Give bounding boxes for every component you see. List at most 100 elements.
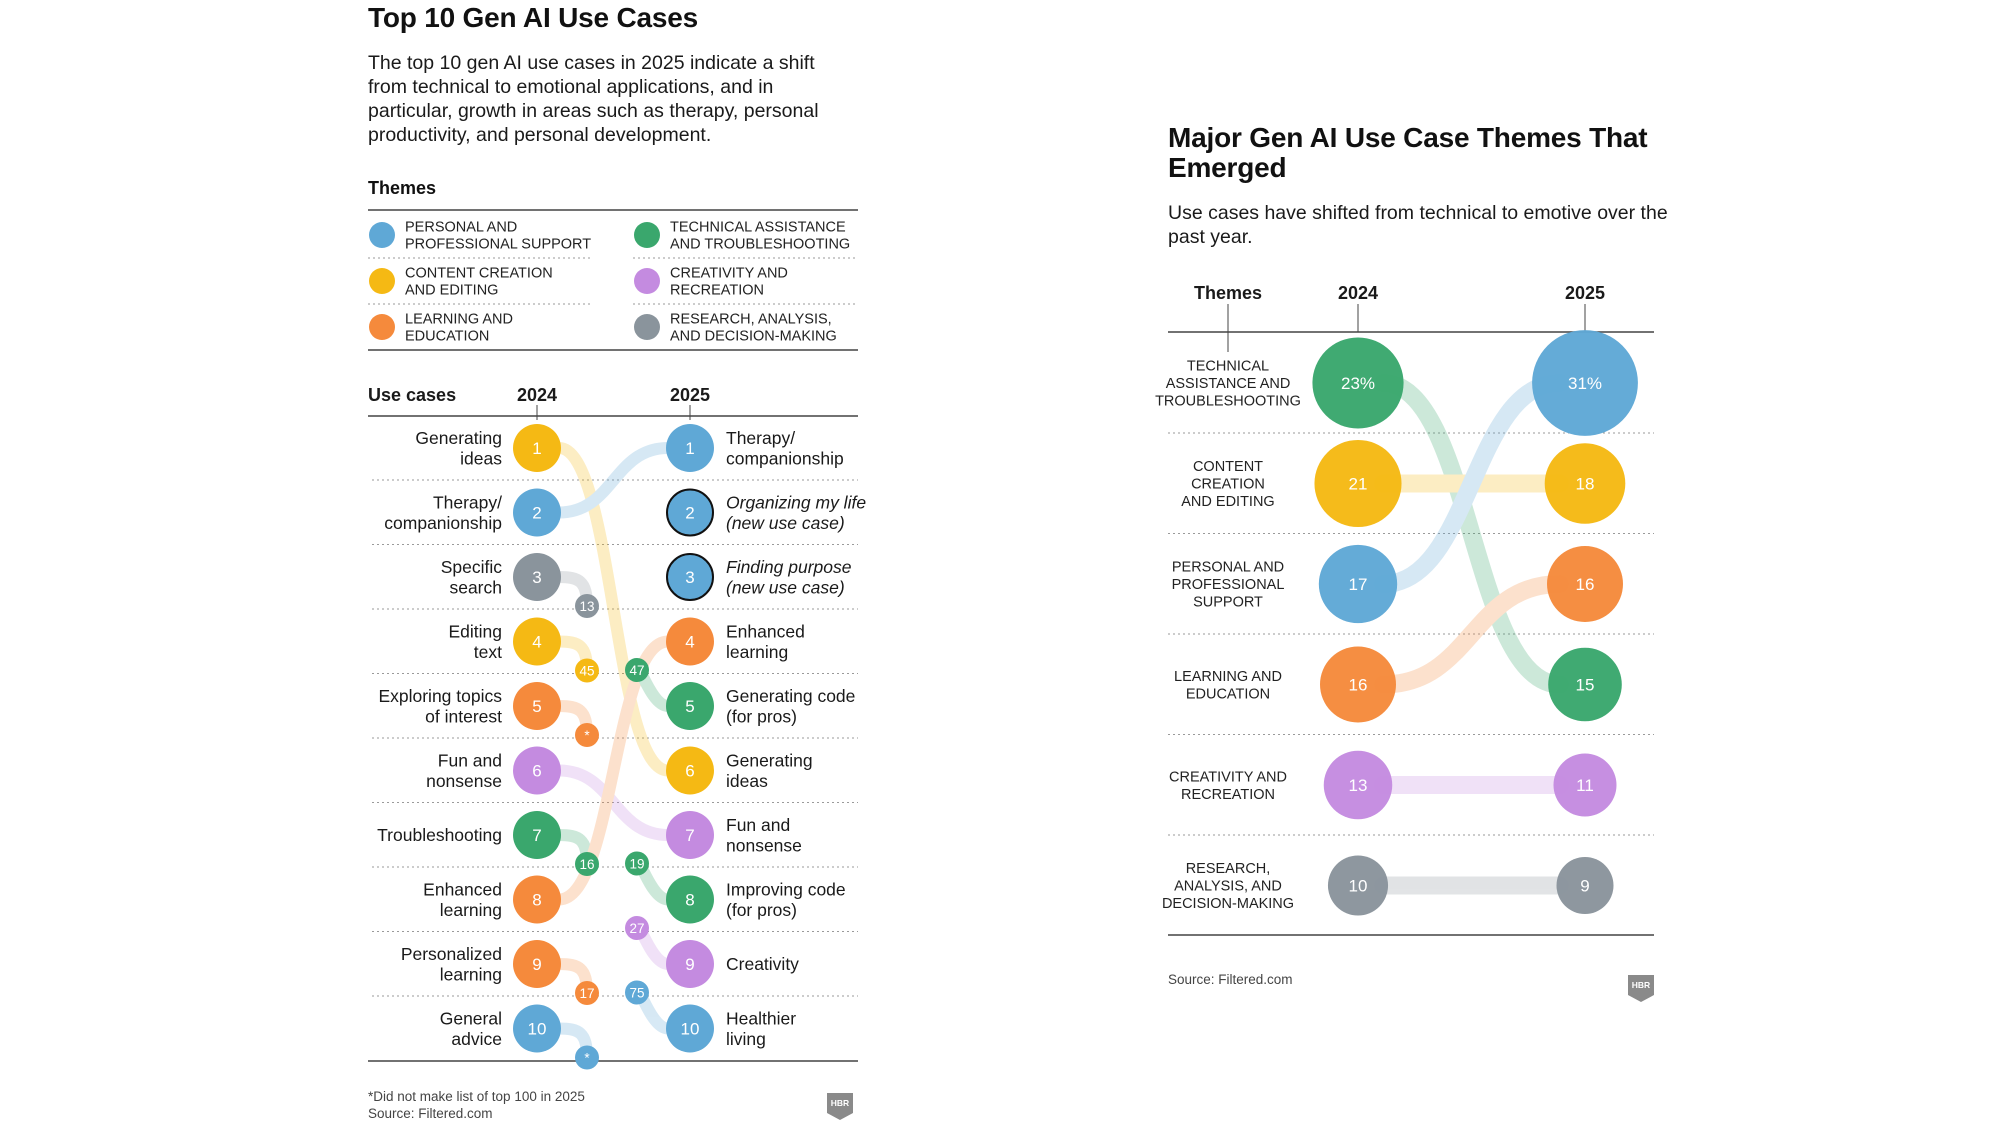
rank-2025-bubble-9 — [666, 940, 714, 988]
legend-label-creativity: CREATIVITY AND — [670, 266, 788, 282]
use-case-2025-label: (new use case) — [726, 577, 845, 597]
rank-2025-badge-number: 17 — [579, 986, 594, 1001]
left-hbr-logo — [827, 1093, 853, 1120]
right-connector-learning — [1374, 575, 1569, 694]
right-2024-bubble-research — [1327, 855, 1389, 916]
use-case-2024-label: search — [449, 577, 502, 597]
rank-2024-badge — [625, 916, 649, 940]
rank-2024-number: 10 — [528, 1020, 547, 1039]
use-case-2024-label: learning — [440, 900, 502, 920]
rank-2025-bubble-2 — [666, 488, 714, 537]
legend-swatch-content — [369, 268, 395, 294]
right-theme-label: EDUCATION — [1186, 686, 1270, 702]
legend-label-research: AND DECISION-MAKING — [670, 329, 837, 345]
rank-2025-bubble-6 — [666, 746, 714, 795]
rank-2024-number: 8 — [532, 891, 541, 910]
legend-swatch-creativity — [634, 268, 660, 294]
legend-swatch-learning — [369, 314, 395, 340]
legend-label-content: AND EDITING — [405, 283, 498, 299]
rank-2025-bubble-1 — [666, 424, 714, 472]
connector-6 — [553, 764, 674, 841]
use-case-2025-label: Enhanced — [726, 621, 805, 641]
rank-2024-badge — [625, 851, 649, 876]
rank-2024-bubble-2 — [513, 488, 561, 537]
connector-group — [553, 442, 674, 1064]
year-2024-label: 2024 — [517, 385, 557, 405]
use-case-2025-label: learning — [726, 642, 788, 662]
rank-2024-number: 4 — [532, 633, 541, 652]
legend-label-learning: EDUCATION — [405, 329, 489, 345]
right-themes-header: Themes — [1194, 283, 1262, 303]
right-theme-label: SUPPORT — [1193, 595, 1263, 611]
use-case-2025-label: ideas — [726, 771, 768, 791]
use-case-2025-label: living — [726, 1029, 766, 1049]
right-theme-label: CREATIVITY AND — [1169, 769, 1287, 785]
use-case-2024-label: Specific — [441, 557, 503, 577]
legend-label-personal: PROFESSIONAL SUPPORT — [405, 237, 591, 253]
rank-2025-bubble-4 — [666, 617, 714, 666]
right-theme-label: LEARNING AND — [1174, 669, 1282, 685]
rank-2024-badge-number: 47 — [629, 663, 644, 678]
use-case-2024-label: nonsense — [426, 771, 502, 791]
year-2025-label: 2025 — [670, 385, 710, 405]
right-2025-value: 11 — [1576, 776, 1594, 795]
right-theme-label: ASSISTANCE AND — [1166, 376, 1291, 392]
rank-2024-number: 9 — [532, 955, 541, 974]
use-case-2025-label: Healthier — [726, 1008, 796, 1028]
use-case-2024-label: Editing — [448, 621, 502, 641]
right-2025-bubble-learning — [1547, 546, 1623, 622]
right-2025-bubble-content — [1544, 443, 1626, 524]
rank-2025-badge — [575, 981, 599, 1005]
right-2024-value: 13 — [1349, 776, 1368, 795]
right-source: Source: Filtered.com — [1168, 972, 1293, 987]
rank-2025-badge-number: 13 — [579, 599, 594, 614]
use-case-2025-label: Fun and — [726, 815, 790, 835]
legend-label-technical: TECHNICAL ASSISTANCE — [670, 220, 846, 236]
rank-2025-badge-number: 45 — [579, 664, 594, 679]
legend-swatch-personal — [369, 222, 395, 248]
rank-2024-bubble-4 — [513, 617, 561, 666]
rank-2024-number: 1 — [532, 439, 541, 458]
rank-2025-number: 3 — [685, 568, 694, 587]
right-2025-bubble-personal — [1532, 330, 1638, 436]
right-theme-label: AND EDITING — [1181, 494, 1274, 510]
use-case-2024-label: text — [474, 642, 502, 662]
use-case-2024-label: learning — [440, 964, 502, 984]
right-title: Major Gen AI Use Case Themes That Emerge… — [1168, 122, 1648, 183]
rank-2025-badge — [575, 594, 599, 618]
rank-2025-number: 9 — [685, 955, 694, 974]
use-case-2024-label: ideas — [460, 448, 502, 468]
rank-2024-badge-number: 27 — [629, 921, 644, 936]
left-intro: The top 10 gen AI use cases in 2025 indi… — [368, 52, 819, 146]
rank-2025-number: 1 — [685, 439, 694, 458]
use-case-2025-label: Generating — [726, 750, 813, 770]
rank-2025-badge-number: * — [584, 1051, 590, 1066]
right-theme-label: TECHNICAL — [1187, 359, 1269, 375]
right-theme-label: CREATION — [1191, 477, 1265, 493]
left-hbr-logo-text: HBR — [831, 1098, 849, 1108]
use-case-2024-label: Exploring topics — [378, 686, 502, 706]
rank-2025-bubble-8 — [666, 875, 714, 924]
rank-2025-number: 5 — [685, 697, 694, 716]
use-case-2024-label: companionship — [384, 513, 502, 533]
rank-2024-number: 7 — [532, 826, 541, 845]
right-2025-value: 9 — [1580, 877, 1589, 896]
legend-label-learning: LEARNING AND — [405, 312, 513, 328]
right-2024-bubble-learning — [1320, 646, 1396, 723]
right-theme-label: TROUBLESHOOTING — [1155, 394, 1301, 410]
rank-2024-badge — [625, 980, 649, 1005]
themes-heading: Themes — [368, 178, 436, 198]
use-case-2025-label: (for pros) — [726, 900, 797, 920]
rank-2024-bubble-6 — [513, 746, 561, 795]
rank-2025-badge — [575, 852, 599, 876]
legend-swatch-technical — [634, 222, 660, 248]
legend-swatch-research — [634, 314, 660, 340]
rank-2024-number: 5 — [532, 697, 541, 716]
right-year-2025: 2025 — [1565, 283, 1605, 303]
rank-2025-badge — [575, 1045, 599, 1070]
rank-2024-number: 6 — [532, 762, 541, 781]
footnote: *Did not make list of top 100 in 2025 — [368, 1089, 585, 1104]
rank-2025-badge-number: 16 — [579, 857, 594, 872]
rank-2025-number: 2 — [685, 504, 694, 523]
use-case-2025-label: (for pros) — [726, 706, 797, 726]
